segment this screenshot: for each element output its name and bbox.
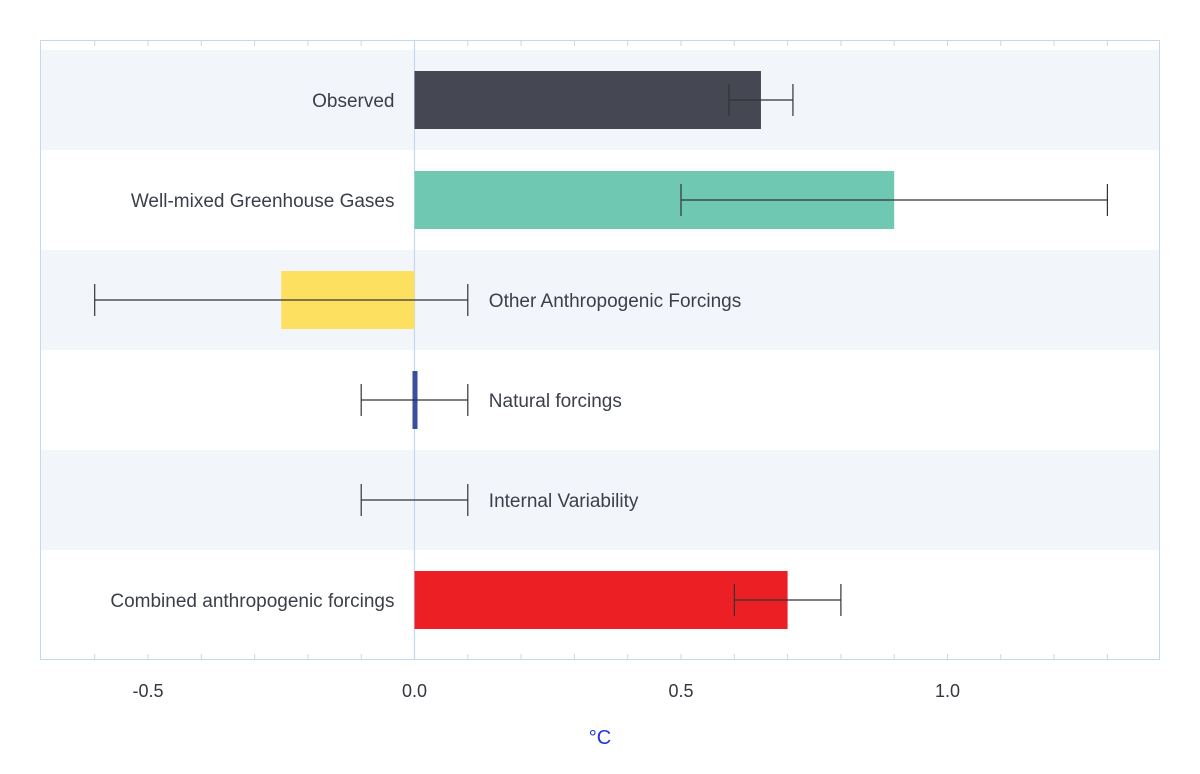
- category-label: Natural forcings: [489, 391, 622, 412]
- error-bar-3: [360, 384, 469, 416]
- bar-5: [414, 571, 788, 629]
- error-bar-2: [94, 284, 469, 316]
- error-bar-1: [680, 184, 1109, 216]
- row-band: [40, 450, 1160, 550]
- plot-frame: [40, 40, 1160, 660]
- x-tick-label: 1.0: [935, 681, 960, 701]
- x-axis-title: °C: [589, 727, 611, 749]
- error-bar-4: [360, 484, 469, 516]
- category-label: Observed: [312, 91, 394, 112]
- category-label: Well-mixed Greenhouse Gases: [131, 191, 395, 212]
- row-band: [40, 350, 1160, 450]
- x-tick-label: -0.5: [132, 681, 163, 701]
- category-label: Combined anthropogenic forcings: [110, 591, 394, 612]
- error-bar-5: [733, 584, 842, 616]
- error-bar-0: [728, 84, 794, 116]
- category-label: Internal Variability: [489, 491, 639, 512]
- x-tick-label: 0.0: [402, 681, 427, 701]
- category-label: Other Anthropogenic Forcings: [489, 291, 741, 312]
- x-tick-label: 0.5: [668, 681, 693, 701]
- bar-0: [414, 71, 761, 129]
